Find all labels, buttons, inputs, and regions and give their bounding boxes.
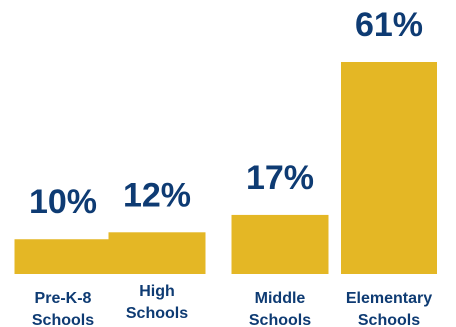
bar-value-label-2: 17% [246, 159, 314, 197]
bar-value-label-3: 61% [355, 6, 423, 44]
value-labels-group: 10% 12% 17% 61% [29, 6, 423, 221]
category-label-line: High [139, 283, 175, 300]
category-label-line: Schools [32, 312, 94, 327]
category-label-line: Schools [358, 312, 420, 327]
category-label-3: Elementary Schools [346, 290, 432, 327]
category-label-0: Pre-K-8 Schools [32, 290, 94, 327]
bar-value-label-0: 10% [29, 183, 97, 221]
category-label-line: Schools [249, 312, 311, 327]
bar-3 [341, 62, 437, 274]
category-label-1: High Schools [126, 283, 188, 322]
category-label-line: Elementary [346, 290, 432, 307]
category-label-line: Middle [255, 290, 306, 307]
bar-value-label-1: 12% [123, 176, 191, 214]
bar-1 [108, 232, 206, 274]
bar-0 [14, 239, 112, 274]
category-label-line: Schools [126, 305, 188, 322]
category-label-line: Pre-K-8 [35, 290, 92, 307]
bar-2 [231, 214, 329, 274]
category-label-2: Middle Schools [249, 290, 311, 327]
bars-group [14, 62, 437, 274]
